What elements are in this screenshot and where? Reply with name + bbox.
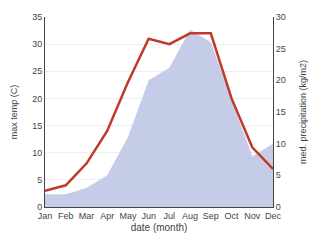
svg-text:Oct: Oct [225,211,240,221]
svg-text:Jun: Jun [141,211,156,221]
svg-text:date (month): date (month) [131,222,188,233]
svg-text:0: 0 [276,202,281,212]
svg-text:Aug: Aug [182,211,198,221]
svg-text:5: 5 [276,170,281,180]
svg-text:5: 5 [37,175,42,185]
svg-text:med. precipitation (kg/m2): med. precipitation (kg/m2) [298,60,308,164]
svg-text:20: 20 [276,75,286,85]
svg-text:20: 20 [32,94,42,104]
svg-text:15: 15 [276,107,286,117]
svg-text:May: May [119,211,137,221]
svg-text:Apr: Apr [100,211,114,221]
svg-text:max temp (C): max temp (C) [9,85,19,140]
svg-text:Feb: Feb [58,211,74,221]
svg-text:15: 15 [32,121,42,131]
svg-text:Nov: Nov [244,211,261,221]
svg-text:30: 30 [32,39,42,49]
svg-text:Dec: Dec [265,211,282,221]
svg-text:Jan: Jan [38,211,53,221]
svg-text:10: 10 [276,139,286,149]
svg-text:10: 10 [32,148,42,158]
svg-text:30: 30 [276,12,286,22]
svg-text:25: 25 [32,66,42,76]
svg-text:35: 35 [32,12,42,22]
svg-text:Sep: Sep [203,211,219,221]
svg-text:0: 0 [37,202,42,212]
svg-text:25: 25 [276,44,286,54]
svg-text:Mar: Mar [79,211,95,221]
svg-text:Jul: Jul [164,211,176,221]
